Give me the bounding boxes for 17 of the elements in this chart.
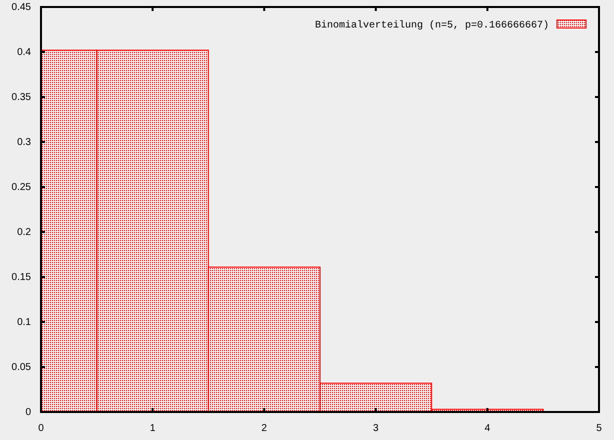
y-tick-label: 0.35 bbox=[12, 92, 32, 104]
y-tick-label: 0.1 bbox=[17, 317, 32, 328]
y-tick-label: 0.45 bbox=[12, 2, 32, 14]
y-tick-label: 0.05 bbox=[12, 362, 32, 374]
y-tick-label: 0.25 bbox=[12, 182, 32, 194]
legend-label: Binomialverteilung (n=5, p=0.166666667) bbox=[314, 20, 549, 32]
y-tick-label: 0.15 bbox=[12, 272, 32, 284]
x-tick-label: 2 bbox=[261, 423, 268, 434]
x-tick-label: 0 bbox=[38, 423, 44, 434]
y-tick-label: 0.2 bbox=[17, 227, 32, 238]
y-tick-label: 0.4 bbox=[17, 47, 32, 58]
x-tick-label: 3 bbox=[373, 423, 380, 434]
y-tick-label: 0 bbox=[25, 407, 32, 418]
x-tick-label: 1 bbox=[150, 423, 156, 434]
y-tick-label: 0.3 bbox=[17, 137, 32, 148]
x-tick-label: 5 bbox=[596, 423, 602, 434]
x-tick-label: 4 bbox=[484, 423, 491, 434]
